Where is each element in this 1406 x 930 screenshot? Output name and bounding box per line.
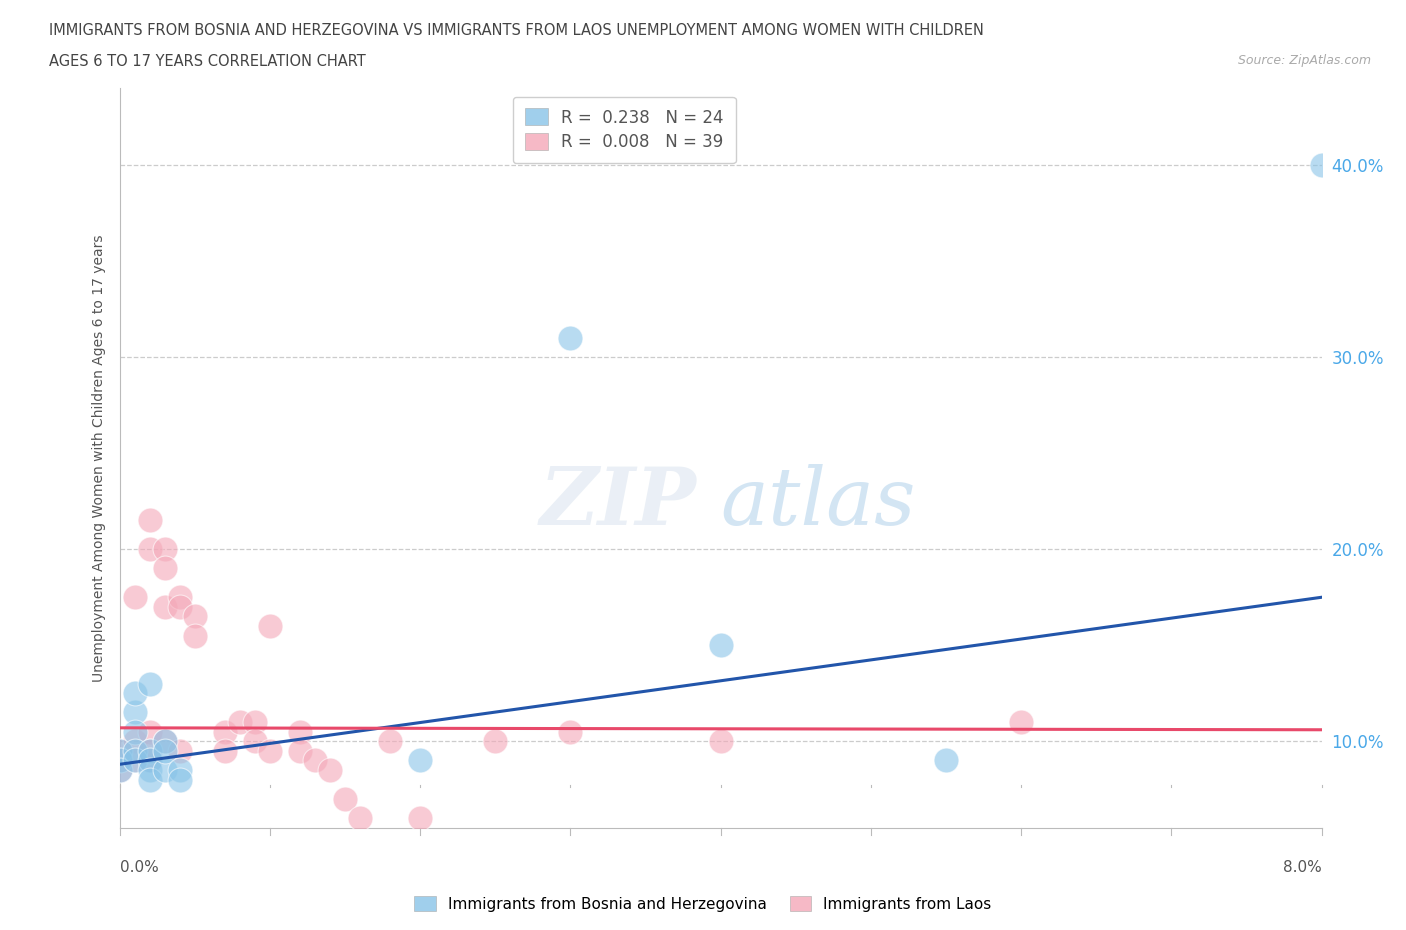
Point	[138, 772, 160, 787]
Legend: Immigrants from Bosnia and Herzegovina, Immigrants from Laos: Immigrants from Bosnia and Herzegovina, …	[408, 889, 998, 918]
Point	[124, 753, 146, 768]
Point	[153, 763, 176, 777]
Point	[169, 743, 191, 758]
Point	[124, 724, 146, 739]
Point	[138, 763, 160, 777]
Point	[153, 542, 176, 557]
Text: ZIP: ZIP	[540, 464, 696, 541]
Point	[138, 724, 160, 739]
Point	[108, 753, 131, 768]
Point	[124, 705, 146, 720]
Point	[108, 753, 131, 768]
Point	[709, 638, 731, 653]
Point	[333, 791, 356, 806]
Point	[1010, 714, 1032, 729]
Point	[124, 590, 146, 604]
Point	[153, 561, 176, 576]
Point	[153, 600, 176, 615]
Text: atlas: atlas	[720, 464, 915, 541]
Text: AGES 6 TO 17 YEARS CORRELATION CHART: AGES 6 TO 17 YEARS CORRELATION CHART	[49, 54, 366, 69]
Point	[288, 743, 311, 758]
Point	[138, 753, 160, 768]
Point	[349, 811, 371, 826]
Point	[560, 330, 582, 345]
Point	[259, 849, 281, 864]
Point	[138, 513, 160, 528]
Point	[153, 734, 176, 749]
Point	[214, 724, 236, 739]
Point	[259, 743, 281, 758]
Point	[709, 734, 731, 749]
Point	[183, 609, 205, 624]
Point	[138, 676, 160, 691]
Point	[108, 743, 131, 758]
Point	[153, 743, 176, 758]
Point	[409, 753, 432, 768]
Point	[378, 734, 401, 749]
Point	[153, 734, 176, 749]
Point	[124, 734, 146, 749]
Point	[1310, 158, 1333, 173]
Y-axis label: Unemployment Among Women with Children Ages 6 to 17 years: Unemployment Among Women with Children A…	[91, 234, 105, 682]
Legend: R =  0.238   N = 24, R =  0.008   N = 39: R = 0.238 N = 24, R = 0.008 N = 39	[513, 97, 735, 163]
Text: 0.0%: 0.0%	[120, 860, 159, 875]
Point	[304, 753, 326, 768]
Point	[124, 753, 146, 768]
Point	[138, 753, 160, 768]
Point	[169, 763, 191, 777]
Point	[560, 724, 582, 739]
Text: Source: ZipAtlas.com: Source: ZipAtlas.com	[1237, 54, 1371, 67]
Point	[409, 811, 432, 826]
Point	[214, 743, 236, 758]
Point	[243, 714, 266, 729]
Point	[108, 743, 131, 758]
Point	[319, 763, 342, 777]
Point	[484, 734, 506, 749]
Point	[259, 618, 281, 633]
Point	[138, 743, 160, 758]
Point	[108, 763, 131, 777]
Text: 8.0%: 8.0%	[1282, 860, 1322, 875]
Point	[138, 542, 160, 557]
Point	[169, 590, 191, 604]
Point	[169, 772, 191, 787]
Point	[243, 734, 266, 749]
Point	[228, 714, 252, 729]
Text: IMMIGRANTS FROM BOSNIA AND HERZEGOVINA VS IMMIGRANTS FROM LAOS UNEMPLOYMENT AMON: IMMIGRANTS FROM BOSNIA AND HERZEGOVINA V…	[49, 23, 984, 38]
Point	[108, 763, 131, 777]
Point	[183, 629, 205, 644]
Point	[935, 753, 957, 768]
Point	[169, 600, 191, 615]
Point	[288, 724, 311, 739]
Point	[124, 743, 146, 758]
Point	[138, 743, 160, 758]
Point	[124, 685, 146, 700]
